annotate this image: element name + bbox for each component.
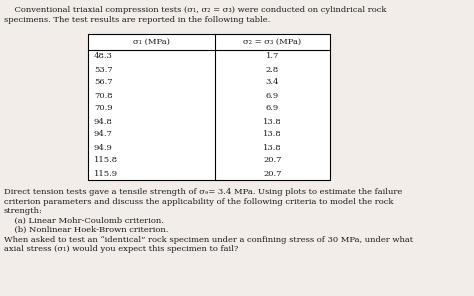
Text: Conventional triaxial compression tests (σ₁, σ₂ = σ₃) were conducted on cylindri: Conventional triaxial compression tests … [4,6,386,14]
Text: 94.9: 94.9 [94,144,113,152]
Text: 56.7: 56.7 [94,78,113,86]
Text: (b) Nonlinear Hoek-Brown criterion.: (b) Nonlinear Hoek-Brown criterion. [4,226,168,234]
Text: 70.8: 70.8 [94,91,113,99]
Text: Direct tension tests gave a tensile strength of σₔ= 3.4 MPa. Using plots to esti: Direct tension tests gave a tensile stre… [4,188,402,196]
Text: 20.7: 20.7 [263,170,282,178]
Text: strength:: strength: [4,207,43,215]
Text: criterion parameters and discuss the applicability of the following criteria to : criterion parameters and discuss the app… [4,197,393,205]
Text: 94.8: 94.8 [94,118,113,126]
Text: 6.9: 6.9 [266,104,279,112]
Text: σ₂ = σ₃ (MPa): σ₂ = σ₃ (MPa) [244,38,301,46]
Text: 115.9: 115.9 [94,170,118,178]
Text: σ₁ (MPa): σ₁ (MPa) [133,38,170,46]
Text: 48.3: 48.3 [94,52,113,60]
Text: 70.9: 70.9 [94,104,113,112]
Text: specimens. The test results are reported in the following table.: specimens. The test results are reported… [4,16,270,24]
Text: (a) Linear Mohr-Coulomb criterion.: (a) Linear Mohr-Coulomb criterion. [4,216,164,224]
Text: 13.8: 13.8 [263,118,282,126]
Text: 2.8: 2.8 [266,65,279,73]
Text: 3.4: 3.4 [266,78,279,86]
Bar [88,34,330,180]
Text: 20.7: 20.7 [263,157,282,165]
Text: 115.8: 115.8 [94,157,118,165]
Text: 94.7: 94.7 [94,131,113,139]
Text: 1.7: 1.7 [266,52,279,60]
Text: When asked to test an “identical” rock specimen under a confining stress of 30 M: When asked to test an “identical” rock s… [4,236,413,244]
Text: 13.8: 13.8 [263,144,282,152]
Text: 13.8: 13.8 [263,131,282,139]
Text: 53.7: 53.7 [94,65,113,73]
Text: axial stress (σ₁) would you expect this specimen to fail?: axial stress (σ₁) would you expect this … [4,245,238,253]
Text: 6.9: 6.9 [266,91,279,99]
